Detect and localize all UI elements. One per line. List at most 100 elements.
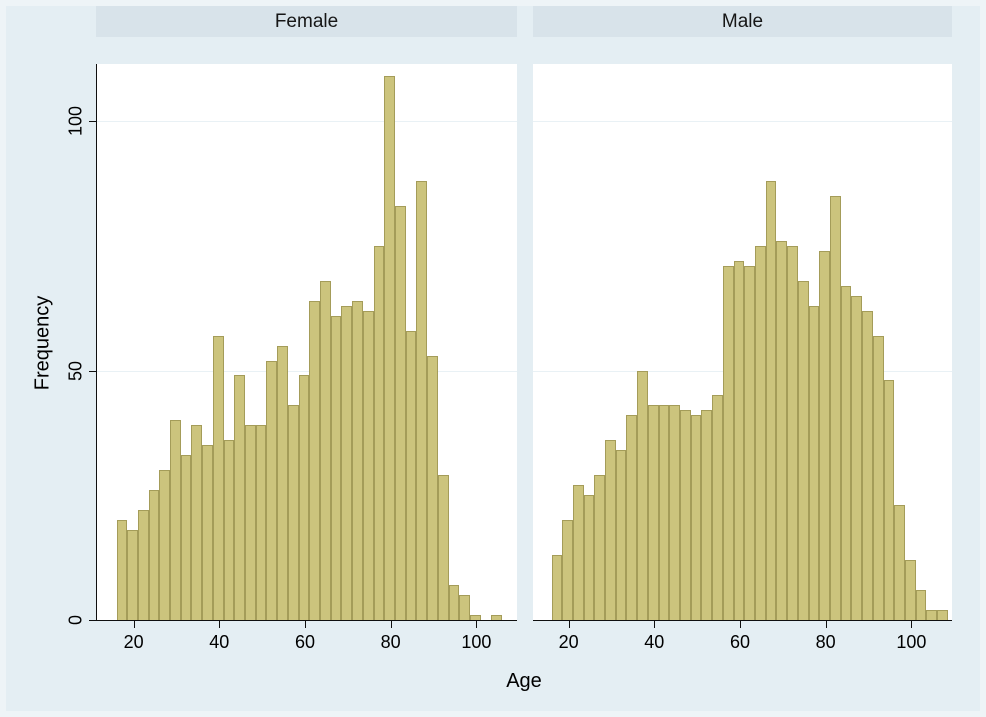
histogram-bar <box>583 495 595 620</box>
histogram-bar <box>712 395 723 620</box>
x-axis-line <box>96 620 517 621</box>
y-axis-tick <box>89 121 96 122</box>
histogram-bar <box>170 420 181 620</box>
x-tick-label: 100 <box>896 632 927 652</box>
histogram-bar <box>352 300 363 620</box>
histogram-bar <box>872 335 884 620</box>
histogram-bar <box>448 585 460 620</box>
histogram-bar <box>647 405 659 620</box>
x-axis-tick <box>390 621 392 628</box>
histogram-bar <box>491 615 503 620</box>
histogram-bar <box>277 345 288 620</box>
histogram-bar <box>926 610 938 620</box>
histogram-bar <box>572 485 584 620</box>
x-axis-tick <box>219 621 221 628</box>
histogram-bar <box>862 310 873 620</box>
histogram-bar <box>416 180 428 620</box>
histogram-bar <box>797 280 809 620</box>
histogram-bar <box>626 415 638 620</box>
histogram-bar <box>427 355 438 620</box>
histogram-bar <box>840 285 852 620</box>
x-axis-tick <box>739 621 741 628</box>
histogram-bar <box>116 520 128 620</box>
x-axis-title: Age <box>506 670 542 692</box>
x-axis-line <box>533 620 952 621</box>
histogram-bar <box>469 615 481 620</box>
x-axis-tick <box>304 621 306 628</box>
gridline-y50 <box>96 370 517 372</box>
histogram-bar <box>851 295 863 620</box>
histogram-bar <box>690 415 702 620</box>
histogram-bar <box>605 440 616 620</box>
histogram-bar <box>212 335 224 620</box>
histogram-bar <box>829 195 841 620</box>
panel-header-male: Male <box>533 6 952 37</box>
histogram-bar <box>384 76 395 620</box>
panel-title-female: Female <box>274 10 339 32</box>
x-tick-label: 60 <box>729 632 750 652</box>
histogram-bar <box>701 410 713 620</box>
histogram-bar <box>937 610 948 620</box>
histogram-bar <box>191 425 203 620</box>
histogram-bar <box>234 375 245 620</box>
histogram-bar <box>319 280 331 620</box>
x-axis-tick <box>911 621 913 628</box>
histogram-bar <box>744 265 755 620</box>
y-axis-title: Frequency <box>31 295 54 391</box>
x-tick-label: 40 <box>644 632 665 652</box>
histogram-bar <box>787 245 798 620</box>
histogram-bar <box>765 180 777 620</box>
histogram-bar <box>459 595 470 620</box>
y-tick-label: 50 <box>65 360 86 381</box>
histogram-bar <box>819 250 830 620</box>
histogram-bar <box>266 360 278 620</box>
histogram-bar <box>904 560 916 620</box>
x-tick-label: 80 <box>380 632 401 652</box>
histogram-bar <box>148 490 160 620</box>
histogram-bar <box>776 240 788 620</box>
x-axis-tick <box>654 621 656 628</box>
histogram-bar <box>373 245 385 620</box>
histogram-bar <box>894 505 905 620</box>
plot-area-female <box>96 64 517 620</box>
histogram-bar <box>394 205 406 620</box>
y-axis-tick <box>89 370 96 372</box>
histogram-bar <box>915 590 927 620</box>
histogram-bar <box>287 405 299 620</box>
x-tick-label: 80 <box>815 632 836 652</box>
histogram-bar <box>562 520 573 620</box>
histogram-bar <box>733 260 745 620</box>
x-tick-label: 40 <box>209 632 230 652</box>
y-tick-label: 0 <box>65 614 86 626</box>
histogram-bar <box>405 330 417 620</box>
histogram-bar <box>309 300 320 620</box>
histogram-bar <box>594 475 606 620</box>
x-axis-tick <box>133 621 135 628</box>
histogram-bar <box>223 440 235 620</box>
histogram-bar <box>202 445 213 620</box>
x-tick-label: 60 <box>294 632 315 652</box>
y-tick-label: 100 <box>65 105 86 137</box>
x-axis-tick <box>568 621 570 628</box>
histogram-bar <box>615 450 627 620</box>
histogram-bar <box>808 305 820 620</box>
panel-title-male: Male <box>721 10 764 32</box>
histogram-bar <box>245 425 256 620</box>
histogram-bar <box>341 305 353 620</box>
histogram-bar <box>722 265 734 620</box>
y-axis-line <box>96 64 97 621</box>
x-axis-tick <box>825 621 827 628</box>
histogram-bar <box>362 310 374 620</box>
histogram-bar <box>637 370 648 620</box>
gridline-y100 <box>533 121 952 122</box>
histogram-bar <box>137 510 149 620</box>
histogram-bar <box>437 475 449 620</box>
histogram-bar <box>754 245 766 620</box>
y-axis-tick <box>89 620 96 621</box>
x-tick-label: 100 <box>461 632 492 652</box>
histogram-bar <box>658 405 670 620</box>
histogram-bar <box>680 410 691 620</box>
x-tick-label: 20 <box>558 632 579 652</box>
histogram-bar <box>551 555 563 620</box>
